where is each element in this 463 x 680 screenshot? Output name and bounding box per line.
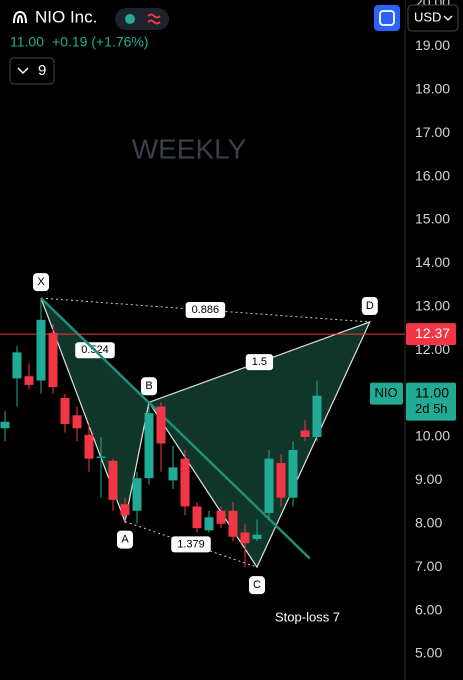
indicator-toggle[interactable] <box>9 57 55 85</box>
y-tick-label: 16.00 <box>415 167 450 183</box>
candle-body <box>84 434 94 459</box>
candle-body <box>276 463 286 498</box>
y-tick-label: 14.00 <box>415 254 450 270</box>
ratio-line <box>124 521 258 568</box>
ratio-box <box>245 354 274 371</box>
point-box <box>117 530 133 549</box>
y-tick-label: 10.00 <box>415 428 450 444</box>
chevron <box>17 67 29 75</box>
point-box <box>33 273 49 292</box>
ratio-line <box>148 321 370 403</box>
price: 11.00 <box>10 34 44 50</box>
currency: USD <box>414 9 441 24</box>
last-price-label: 11.00 <box>415 384 449 400</box>
candle-body <box>96 456 106 459</box>
y-tick-label: 19.00 <box>415 37 450 53</box>
candle-body <box>36 319 46 381</box>
ratio-label: 0.886 <box>192 304 220 316</box>
candle-body <box>312 395 322 437</box>
candle-body <box>120 504 130 516</box>
annotation: Stop-loss 7 <box>275 609 340 624</box>
y-tick-label: 13.00 <box>415 298 450 314</box>
point-label: D <box>366 300 374 312</box>
candle-body <box>252 534 262 539</box>
point-box <box>141 377 157 396</box>
symbol-tag-label: NIO <box>374 385 397 400</box>
status-pill <box>115 8 169 30</box>
countdown: 2d 5h <box>415 401 448 416</box>
candle-body <box>0 421 10 429</box>
indicator-count: 9 <box>38 62 46 79</box>
change: +0.19 (+1.76%) <box>52 34 149 50</box>
candle-body <box>72 415 82 429</box>
y-tick-label: 6.00 <box>415 601 442 617</box>
header-bg <box>0 0 405 30</box>
point-box <box>361 296 378 315</box>
point-box <box>249 576 265 595</box>
candle-body <box>204 517 214 531</box>
y-tick-label: 15.00 <box>415 211 450 227</box>
trendline <box>40 297 311 560</box>
point-label: B <box>145 380 152 392</box>
market-dot <box>125 14 135 24</box>
candle-body <box>288 450 298 498</box>
candle-body <box>240 532 250 544</box>
candle-body <box>48 332 58 388</box>
ratio-label: 1.5 <box>252 356 267 368</box>
fullscreen-icon <box>379 10 395 26</box>
wave-icon <box>147 13 161 25</box>
candle-body <box>180 458 190 507</box>
y-tick-label: 18.00 <box>415 81 450 97</box>
candle-body <box>264 458 274 513</box>
candle-body <box>144 413 154 479</box>
y-tick-label: 9.00 <box>415 471 442 487</box>
point-label: A <box>121 534 129 546</box>
currency-button[interactable] <box>407 4 459 32</box>
candle-body <box>228 510 238 537</box>
candle-body <box>12 352 22 379</box>
fullscreen-button[interactable] <box>374 5 400 31</box>
currency-chevron <box>443 15 453 21</box>
watermark: WEEKLY <box>132 133 247 164</box>
candle-body <box>156 406 166 444</box>
point-label: X <box>37 276 45 288</box>
candle-body <box>192 506 202 529</box>
candle-body <box>108 460 118 500</box>
candle-body <box>168 467 178 481</box>
y-tick-label: 7.00 <box>415 558 442 574</box>
ratio-label: 1.379 <box>177 538 205 550</box>
point-label: C <box>253 579 261 591</box>
candle-body <box>300 430 310 437</box>
candle-body <box>132 478 142 511</box>
y-tick-label: 8.00 <box>415 514 442 530</box>
symbol-tag <box>370 382 403 405</box>
symbol-logo <box>13 10 27 24</box>
ratio-box <box>171 536 211 553</box>
last-price-tag <box>406 382 456 421</box>
y-tick-label: 17.00 <box>415 124 450 140</box>
candle-body <box>60 397 70 424</box>
candle-body <box>24 376 34 385</box>
price-tag-label: 12.37 <box>415 325 450 341</box>
candle-body <box>216 510 226 524</box>
symbol-name[interactable]: NIO Inc. <box>35 7 97 26</box>
price-tag <box>406 323 456 346</box>
ratio-box <box>185 302 226 319</box>
y-tick-label: 5.00 <box>415 645 442 661</box>
